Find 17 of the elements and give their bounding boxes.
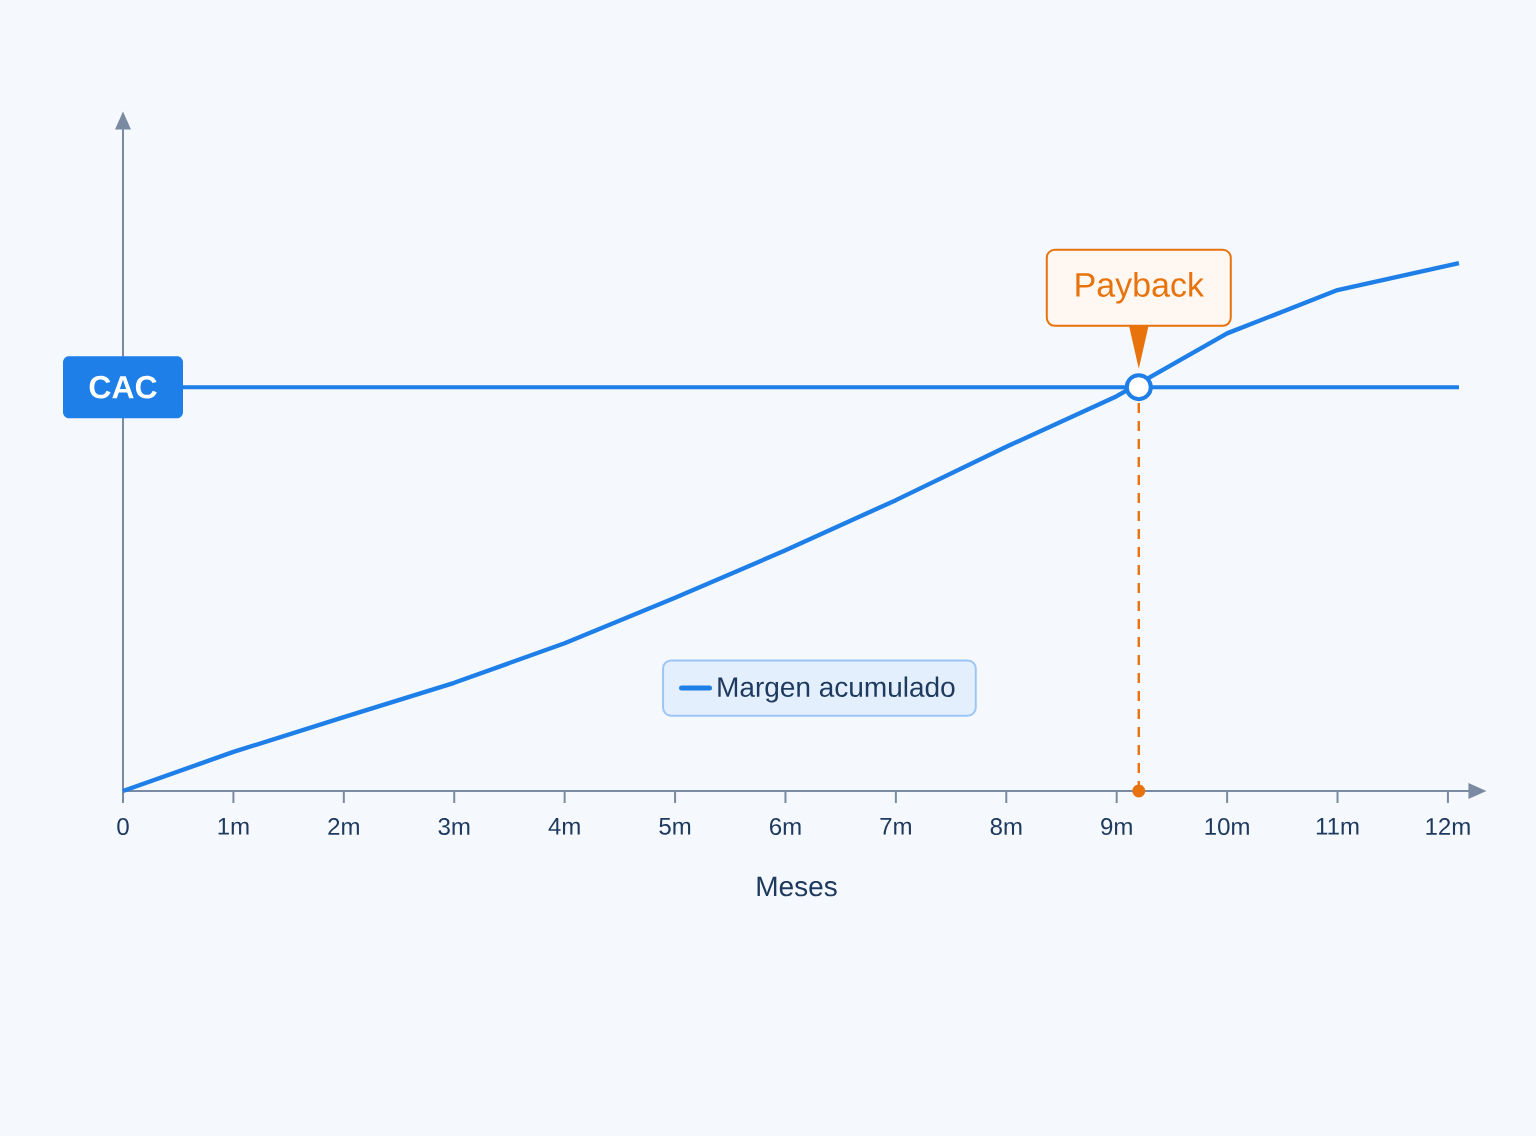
x-tick-label: 0 [117,818,129,836]
x-tick-label: 6m [770,818,801,836]
x-tick-label: 1m [218,818,249,835]
annotation: Payback [1076,271,1205,304]
x-tick-label: 2m [328,818,359,835]
legend-label: Margen acumulado [718,676,955,703]
x-tick-label: 7m [880,818,911,835]
ref-line-label: CAC [89,375,157,399]
x-tick-label: 12m [1426,818,1470,835]
x-axis-title: Meses [757,876,837,897]
x-tick-label: 11m [1316,818,1359,835]
x-tick-label: 10m [1205,818,1249,836]
x-tick-label: 8m [990,818,1022,836]
x-tick-label: 3m [438,818,470,836]
x-tick-label: 4m [548,818,580,835]
x-tick-label: 5m [659,818,691,835]
x-tick-label: 9m [1101,818,1132,836]
